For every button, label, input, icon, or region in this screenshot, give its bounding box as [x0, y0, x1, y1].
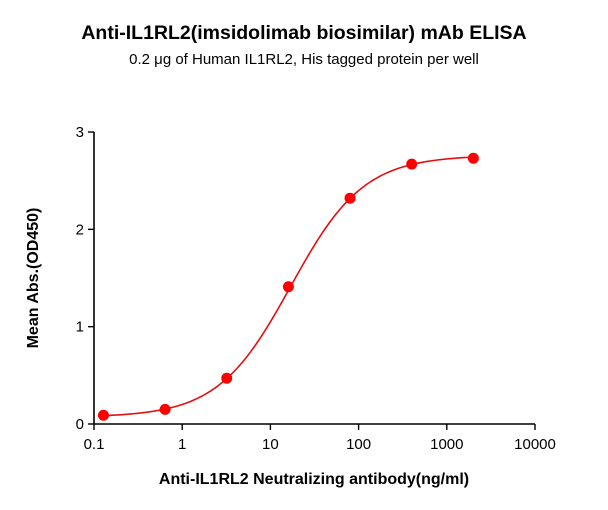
data-point [406, 158, 418, 170]
axes: 0.1 1 10 100 1000 10000 0 1 2 3 [76, 124, 556, 453]
data-point [221, 372, 233, 384]
x-tick-label: 100 [346, 436, 371, 453]
x-tick-label: 10 [262, 436, 279, 453]
x-axis-title: Anti-IL1RL2 Neutralizing antibody(ng/ml) [159, 471, 469, 488]
data-point [282, 281, 294, 293]
y-tick-label: 1 [76, 319, 84, 336]
x-tick-label: 0.1 [84, 436, 105, 453]
data-point [467, 152, 479, 164]
y-axis-title: Mean Abs.(OD450) [25, 208, 42, 349]
y-tick-label: 0 [76, 416, 84, 433]
y-tick-label: 2 [76, 221, 84, 238]
data-point [344, 192, 356, 204]
data-point [159, 403, 171, 415]
y-tick-label: 3 [76, 124, 84, 141]
x-tick-label: 10000 [514, 436, 556, 453]
x-tick-label: 1 [178, 436, 186, 453]
chart-title: Anti-IL1RL2(imsidolimab biosimilar) mAb … [81, 22, 527, 44]
data-point [97, 409, 109, 421]
data-points [97, 152, 479, 421]
chart-subtitle: 0.2 μg of Human IL1RL2, His tagged prote… [129, 51, 479, 68]
x-tick-label: 1000 [430, 436, 463, 453]
